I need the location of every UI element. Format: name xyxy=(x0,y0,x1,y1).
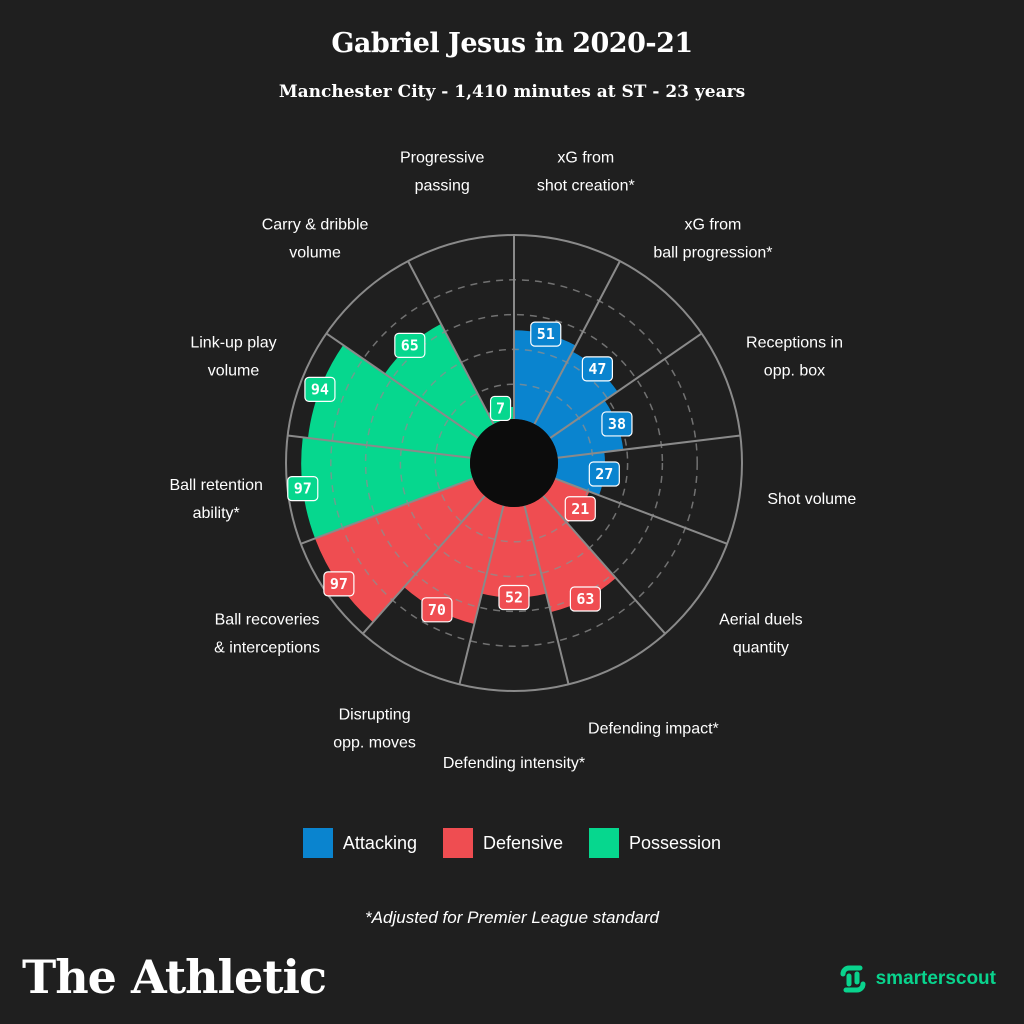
category-label-2: Receptions in opp. box xyxy=(746,335,843,380)
value-badge-3 xyxy=(588,461,620,487)
category-label-11: Carry & dribble volume xyxy=(262,216,369,261)
category-label-1: xG from ball progression* xyxy=(653,216,772,261)
legend-label-defensive: Defensive xyxy=(482,832,564,853)
spoke-3 xyxy=(557,434,741,459)
value-label-7: 70 xyxy=(428,601,446,619)
center-hub xyxy=(470,419,558,507)
legend-label-attacking: Attacking xyxy=(342,832,417,853)
legend: Attacking Defensive Possession xyxy=(0,828,1024,858)
category-label-10: Link-up play volume xyxy=(190,335,276,380)
bar-5 xyxy=(524,495,616,613)
category-label-0: xG from shot creation* xyxy=(537,150,635,195)
legend-label-possession: Possession xyxy=(629,832,722,853)
value-label-5: 63 xyxy=(576,590,594,608)
bar-8 xyxy=(315,478,485,623)
category-label-7: Disrupting opp. moves xyxy=(333,707,416,752)
value-badge-2 xyxy=(601,411,633,437)
value-label-4: 21 xyxy=(571,500,589,518)
legend-item-defensive: Defensive xyxy=(442,828,564,858)
footnote: *Adjusted for Premier League standard xyxy=(365,908,659,927)
bar-7 xyxy=(404,495,504,624)
value-label-0: 51 xyxy=(537,325,555,343)
value-label-11: 65 xyxy=(401,336,419,354)
grid-ring-2 xyxy=(364,313,664,613)
chart-title: Gabriel Jesus in 2020-21 xyxy=(331,28,693,59)
spoke-8 xyxy=(362,495,486,635)
value-badge-11 xyxy=(394,332,426,359)
value-badge-6 xyxy=(498,584,530,611)
value-label-3: 27 xyxy=(595,465,613,483)
value-badge-1 xyxy=(581,356,614,382)
value-label-12: 7 xyxy=(496,399,505,417)
value-label-8: 97 xyxy=(330,575,348,593)
value-label-9: 97 xyxy=(294,480,312,498)
spoke-6 xyxy=(523,505,570,685)
legend-item-attacking: Attacking xyxy=(302,828,417,858)
value-label-6: 52 xyxy=(505,588,523,606)
legend-swatch-attacking xyxy=(302,828,333,858)
value-badge-9 xyxy=(287,476,319,502)
spoke-11 xyxy=(325,332,479,439)
legend-swatch-defensive xyxy=(442,828,473,858)
smarterscout-icon xyxy=(840,965,866,993)
chart-subtitle: Manchester City - 1,410 minutes at ST - … xyxy=(278,82,746,102)
partner-logo: smarterscout xyxy=(836,962,996,996)
spoke-10 xyxy=(287,434,471,459)
spoke-5 xyxy=(542,495,666,635)
value-badge-8 xyxy=(323,571,355,597)
category-label-4: Aerial duels quantity xyxy=(719,611,803,656)
legend-swatch-possession xyxy=(589,828,620,858)
category-label-9: Ball retention ability* xyxy=(169,477,262,522)
value-badge-0 xyxy=(530,321,562,347)
partner-name: smarterscout xyxy=(875,968,996,989)
value-badge-4 xyxy=(564,496,596,522)
bar-9 xyxy=(301,437,473,539)
legend-item-possession: Possession xyxy=(589,828,721,858)
category-label-8: Ball recoveries & interceptions xyxy=(214,611,320,656)
category-label-12: Progressive passing xyxy=(400,150,485,195)
bar-10 xyxy=(307,345,478,458)
value-badge-10 xyxy=(304,376,336,402)
spoke-12 xyxy=(407,260,495,425)
value-badge-12 xyxy=(489,395,512,422)
value-badge-5 xyxy=(569,586,601,612)
spoke-4 xyxy=(554,477,728,545)
category-label-3: Shot volume xyxy=(767,491,856,508)
spoke-1 xyxy=(533,260,621,425)
spoke-2 xyxy=(549,332,703,439)
spoke-7 xyxy=(458,505,505,685)
bar-0 xyxy=(514,330,576,425)
category-label-6: Defending intensity* xyxy=(443,755,585,772)
spoke-9 xyxy=(300,477,474,545)
value-label-10: 94 xyxy=(311,380,329,398)
value-badge-7 xyxy=(421,597,453,623)
category-label-5: Defending impact* xyxy=(588,721,719,738)
value-label-1: 47 xyxy=(588,360,606,378)
publisher-logo: The Athletic xyxy=(22,950,327,1004)
value-label-2: 38 xyxy=(608,415,626,433)
